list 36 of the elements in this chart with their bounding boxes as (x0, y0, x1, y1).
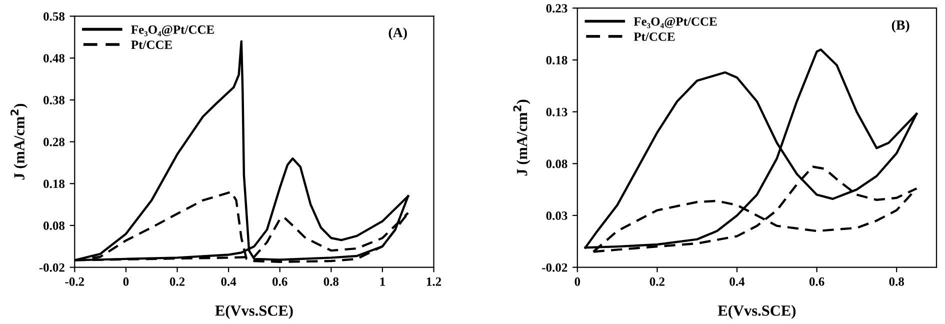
y-axis-title: J (mA/cm$^{2}$) (513, 100, 530, 176)
x-tick-label: 0.6 (809, 277, 824, 286)
x-tick-label: 0.4 (730, 277, 745, 286)
y-tick-label: 0.23 (546, 4, 568, 13)
x-tick-label: 0.8 (324, 277, 339, 286)
x-tick-label: 0 (574, 277, 580, 286)
legend-label: Fe₃O₄@Pt/CCE (131, 25, 214, 36)
legend-label: Pt/CCE (634, 32, 675, 41)
y-tick-label: 0.03 (546, 211, 568, 220)
x-tick-label: 0 (123, 277, 129, 286)
y-tick-label: 0.13 (546, 108, 568, 116)
x-tick-label: 0.6 (272, 277, 288, 286)
y-tick-label: 0.28 (44, 138, 65, 146)
y-tick-label: 0.08 (44, 221, 65, 230)
x-axis-title: E(Vvs.SCE) (718, 305, 796, 319)
y-tick-label: 0.48 (44, 54, 65, 63)
y-axis-title: J (mA/cm$^{2}$) (10, 104, 28, 180)
x-tick-label: 0.2 (650, 277, 664, 286)
x-tick-label: 0.4 (221, 277, 236, 286)
y-tick-label: 0.18 (44, 180, 65, 188)
y-tick-label: -0.02 (39, 263, 64, 272)
x-tick-label: 0.2 (170, 277, 185, 286)
annotation: (B) (892, 20, 910, 33)
annotation: (A) (388, 27, 407, 40)
x-axis-title: E(Vvs.SCE) (215, 305, 293, 319)
legend-label: Pt/CCE (131, 40, 172, 49)
y-tick-label: 0.58 (44, 12, 65, 21)
x-tick-label: -0.2 (65, 277, 84, 286)
x-tick-label: 0.8 (889, 277, 904, 286)
y-tick-label: 0.38 (44, 96, 65, 104)
x-tick-label: 1 (380, 277, 385, 286)
y-tick-label: 0.08 (546, 160, 568, 168)
x-tick-label: 1.2 (426, 277, 442, 286)
y-tick-label: 0.18 (546, 56, 568, 64)
y-tick-label: -0.02 (542, 263, 568, 272)
legend-label: Fe₃O₄@Pt/CCE (634, 17, 717, 28)
